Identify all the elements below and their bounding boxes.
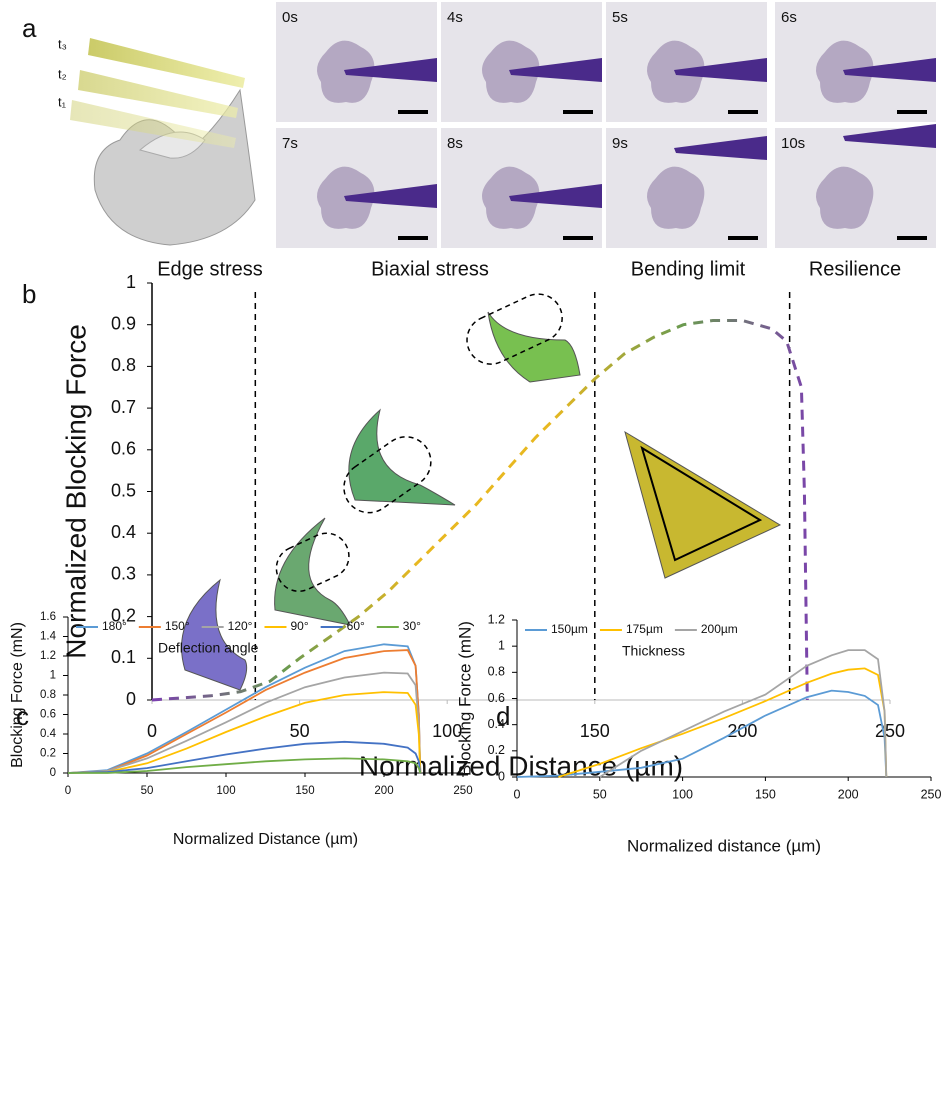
y-axis-title: Blocking Force (mN)	[9, 622, 26, 768]
y-tick-label: 0.5	[111, 480, 136, 500]
scale-bar	[728, 236, 758, 240]
x-tick-label: 100	[672, 787, 693, 801]
y-tick-label: 0.6	[488, 691, 505, 705]
tip-label: t₂	[58, 66, 67, 81]
x-tick-label: 250	[921, 787, 942, 801]
x-tick-label: 200	[727, 721, 757, 741]
x-tick-label: 0	[65, 785, 71, 797]
x-tick-label: 200	[374, 785, 393, 797]
x-tick-label: 100	[216, 785, 235, 797]
y-axis-title: Blocking Force (mN)	[455, 621, 474, 776]
time-label: 4s	[447, 9, 463, 26]
scale-bar	[563, 236, 593, 240]
stage-label: Edge stress	[157, 258, 263, 280]
panel-label: b	[22, 279, 36, 309]
legend-label: 180°	[102, 619, 127, 633]
y-tick-label: 0.8	[111, 355, 136, 375]
y-tick-label: 1.2	[488, 612, 505, 626]
y-tick-label: 0.3	[111, 564, 136, 584]
y-tick-label: 0.2	[40, 748, 56, 760]
tip-label: t₃	[58, 36, 67, 51]
x-tick-label: 200	[838, 787, 859, 801]
scale-bar	[398, 110, 428, 114]
legend-title: Deflection angle	[158, 640, 259, 656]
time-label: 7s	[282, 135, 298, 152]
y-tick-label: 0.8	[40, 689, 56, 701]
x-tick-label: 250	[875, 721, 905, 741]
x-axis-title: Normalized distance (µm)	[627, 836, 821, 855]
y-tick-label: 0.4	[111, 522, 136, 542]
x-tick-label: 150	[295, 785, 314, 797]
legend-label: 200µm	[701, 622, 738, 636]
x-tick-label: 150	[755, 787, 776, 801]
legend-label: 30°	[403, 619, 421, 633]
y-tick-label: 0.4	[488, 717, 505, 731]
x-tick-label: 50	[593, 787, 607, 801]
x-tick-label: 150	[580, 721, 610, 741]
y-tick-label: 0.6	[40, 709, 56, 721]
y-tick-label: 1	[50, 670, 56, 682]
scale-bar	[563, 110, 593, 114]
x-tick-label: 0	[514, 787, 521, 801]
y-axis-title: Normalized Blocking Force	[60, 324, 91, 659]
scale-bar	[897, 110, 927, 114]
stage-label: Resilience	[809, 258, 901, 280]
y-tick-label: 0.1	[111, 647, 136, 667]
y-tick-label: 1.6	[40, 611, 56, 623]
time-label: 10s	[781, 135, 805, 152]
device-illustration	[70, 38, 255, 245]
panel-label: a	[22, 13, 37, 43]
y-tick-label: 1	[498, 638, 505, 652]
time-label: 9s	[612, 135, 628, 152]
y-tick-label: 0.2	[488, 743, 505, 757]
scale-bar	[398, 236, 428, 240]
y-tick-label: 0.6	[111, 439, 136, 459]
y-tick-label: 0.8	[488, 665, 505, 679]
x-tick-label: 50	[141, 785, 154, 797]
figure: 0s4s5s6s7s8s9s10s abcdt₃t₂t₁00.10.20.30.…	[0, 0, 952, 1113]
y-tick-label: 0	[498, 769, 505, 783]
scale-bar	[897, 236, 927, 240]
y-tick-label: 1	[126, 272, 136, 292]
legend-title: Thickness	[622, 643, 685, 659]
time-label: 8s	[447, 135, 463, 152]
legend-label: 150°	[165, 619, 190, 633]
y-tick-label: 0	[126, 689, 136, 709]
x-tick-label: 0	[147, 721, 157, 741]
x-axis-title: Normalized Distance (µm)	[173, 831, 358, 848]
y-tick-label: 1.4	[40, 631, 57, 643]
legend-label: 150µm	[551, 622, 588, 636]
stage-label: Bending limit	[631, 258, 746, 280]
time-label: 0s	[282, 9, 298, 26]
y-tick-label: 1.2	[40, 650, 56, 662]
stage-label: Biaxial stress	[371, 258, 489, 280]
y-tick-label: 0.9	[111, 313, 136, 333]
time-label: 5s	[612, 9, 628, 26]
photo-grid: 0s 4s 5s 6s 7s 8s 9s 10s	[276, 2, 936, 248]
legend-label: 90°	[290, 619, 308, 633]
legend-label: 175µm	[626, 622, 663, 636]
x-tick-label: 50	[290, 721, 310, 741]
scale-bar	[728, 110, 758, 114]
y-tick-label: 0.7	[111, 397, 136, 417]
tip-label: t₁	[58, 94, 67, 109]
time-label: 6s	[781, 9, 797, 26]
x-tick-label: 250	[453, 785, 472, 797]
y-tick-label: 0	[50, 767, 56, 779]
y-tick-label: 0.4	[40, 728, 57, 740]
legend-label: 60°	[347, 619, 365, 633]
legend-label: 120°	[228, 619, 253, 633]
